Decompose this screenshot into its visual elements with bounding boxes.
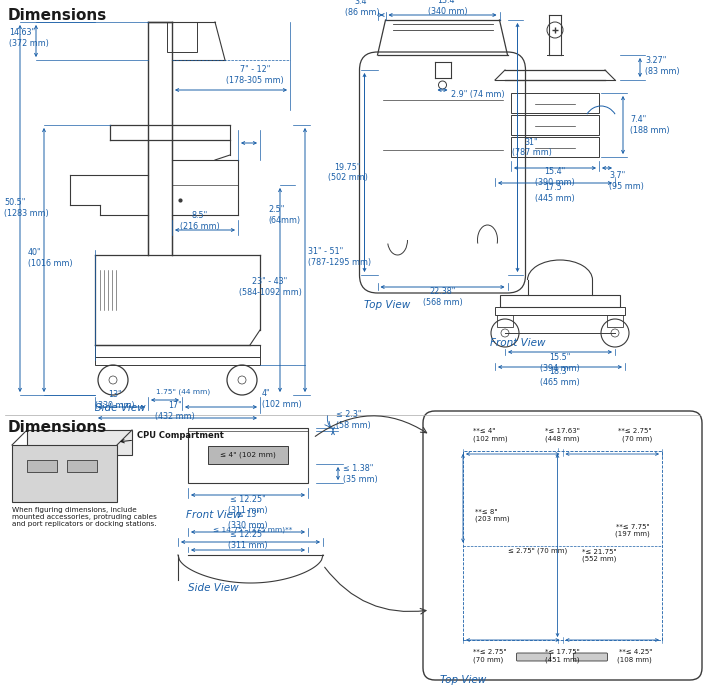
Text: *≤ 21.75"
(552 mm): *≤ 21.75" (552 mm) — [582, 548, 617, 562]
Text: **≤ 8"
(203 mm): **≤ 8" (203 mm) — [475, 509, 510, 522]
Text: 13"
(330 mm): 13" (330 mm) — [95, 390, 134, 410]
Text: Front View: Front View — [186, 510, 241, 520]
Bar — [497, 315, 513, 327]
Bar — [463, 451, 662, 640]
Bar — [500, 295, 620, 307]
Text: 15.4"
(390 mm): 15.4" (390 mm) — [535, 167, 575, 187]
FancyBboxPatch shape — [574, 653, 608, 661]
Text: 22.38"
(568 mm): 22.38" (568 mm) — [422, 287, 463, 307]
Bar — [188, 428, 308, 483]
Text: 1.75" (44 mm): 1.75" (44 mm) — [156, 389, 210, 395]
Text: ≤ 2.3"
(58 mm): ≤ 2.3" (58 mm) — [336, 411, 371, 429]
Text: ≤ 2.75" (70 mm): ≤ 2.75" (70 mm) — [508, 547, 567, 554]
Text: ≤ 4" (102 mm): ≤ 4" (102 mm) — [220, 452, 276, 458]
Bar — [27, 460, 57, 472]
Text: 19.75"
(502 mm): 19.75" (502 mm) — [327, 163, 367, 182]
Text: ≤ 13"
(330 mm): ≤ 13" (330 mm) — [228, 510, 268, 530]
Bar — [495, 307, 625, 315]
Text: *≤ 17.63"
(448 mm): *≤ 17.63" (448 mm) — [545, 428, 580, 442]
Text: 13.4"
(340 mm): 13.4" (340 mm) — [428, 0, 467, 16]
Text: Side View: Side View — [95, 403, 146, 413]
Text: 40"
(1016 mm): 40" (1016 mm) — [28, 248, 73, 268]
Bar — [67, 460, 97, 472]
Bar — [208, 446, 288, 464]
Text: 18.3"
(465 mm): 18.3" (465 mm) — [540, 367, 580, 387]
Text: ≤ 12.25"
(311 mm): ≤ 12.25" (311 mm) — [228, 496, 268, 515]
Polygon shape — [12, 445, 117, 502]
Text: 17.5"
(445 mm): 17.5" (445 mm) — [535, 183, 575, 203]
Bar — [511, 115, 599, 135]
Bar — [511, 93, 599, 113]
Text: 3.4"
(86 mm): 3.4" (86 mm) — [345, 0, 380, 17]
Polygon shape — [27, 430, 132, 455]
Text: ≤ 14.75" (375 mm)**: ≤ 14.75" (375 mm)** — [213, 527, 293, 533]
Text: 7" - 12"
(178-305 mm): 7" - 12" (178-305 mm) — [226, 65, 284, 85]
Text: 8.5"
(216 mm): 8.5" (216 mm) — [180, 212, 220, 230]
Bar — [511, 137, 599, 157]
FancyBboxPatch shape — [517, 653, 551, 661]
Text: **≤ 2.75"
(70 mm): **≤ 2.75" (70 mm) — [473, 649, 506, 663]
Text: Dimensions: Dimensions — [8, 8, 107, 23]
Text: 4"
(102 mm): 4" (102 mm) — [262, 389, 302, 409]
Text: 31" - 51"
(787-1295 mm): 31" - 51" (787-1295 mm) — [308, 247, 371, 267]
Text: ≤ 12.25"
(311 mm): ≤ 12.25" (311 mm) — [228, 530, 268, 550]
Text: 23" - 43"
(584-1092 mm): 23" - 43" (584-1092 mm) — [239, 277, 301, 296]
Text: 15.5"
(394 mm): 15.5" (394 mm) — [540, 354, 580, 372]
Text: ≤ 1.38"
(35 mm): ≤ 1.38" (35 mm) — [343, 464, 378, 484]
Text: Top View: Top View — [365, 300, 410, 310]
Text: **≤ 7.75"
(197 mm): **≤ 7.75" (197 mm) — [615, 524, 650, 537]
Bar — [607, 315, 623, 327]
Bar — [95, 345, 260, 357]
Bar — [95, 357, 260, 365]
Text: 50.5"
(1283 mm): 50.5" (1283 mm) — [4, 198, 49, 218]
Text: 17"
(432 mm): 17" (432 mm) — [155, 402, 195, 420]
Text: **≤ 2.75"
(70 mm): **≤ 2.75" (70 mm) — [619, 428, 652, 442]
Text: 3.7"
(95 mm): 3.7" (95 mm) — [609, 171, 644, 191]
Bar — [167, 22, 197, 52]
Text: 3.27"
(83 mm): 3.27" (83 mm) — [645, 56, 679, 76]
Text: When figuring dimensions, include
mounted accessories, protruding cables
and por: When figuring dimensions, include mounte… — [12, 507, 157, 527]
Text: Front View: Front View — [490, 338, 546, 348]
Text: 31"
(787 mm): 31" (787 mm) — [512, 138, 551, 157]
Text: 7.4"
(188 mm): 7.4" (188 mm) — [630, 116, 670, 135]
Text: **≤ 4"
(102 mm): **≤ 4" (102 mm) — [473, 428, 508, 442]
Text: **≤ 4.25"
(108 mm): **≤ 4.25" (108 mm) — [617, 649, 652, 663]
Text: Side View: Side View — [188, 583, 239, 593]
Text: 2.9" (74 mm): 2.9" (74 mm) — [451, 90, 504, 100]
Text: Top View: Top View — [440, 675, 486, 685]
Text: CPU Compartment: CPU Compartment — [121, 431, 224, 443]
Text: 14.63"
(372 mm): 14.63" (372 mm) — [9, 29, 49, 48]
Text: 2.5"
(64mm): 2.5" (64mm) — [268, 205, 300, 225]
Text: *≤ 17.75"
(451 mm): *≤ 17.75" (451 mm) — [545, 649, 580, 663]
Text: Dimensions: Dimensions — [8, 420, 107, 435]
